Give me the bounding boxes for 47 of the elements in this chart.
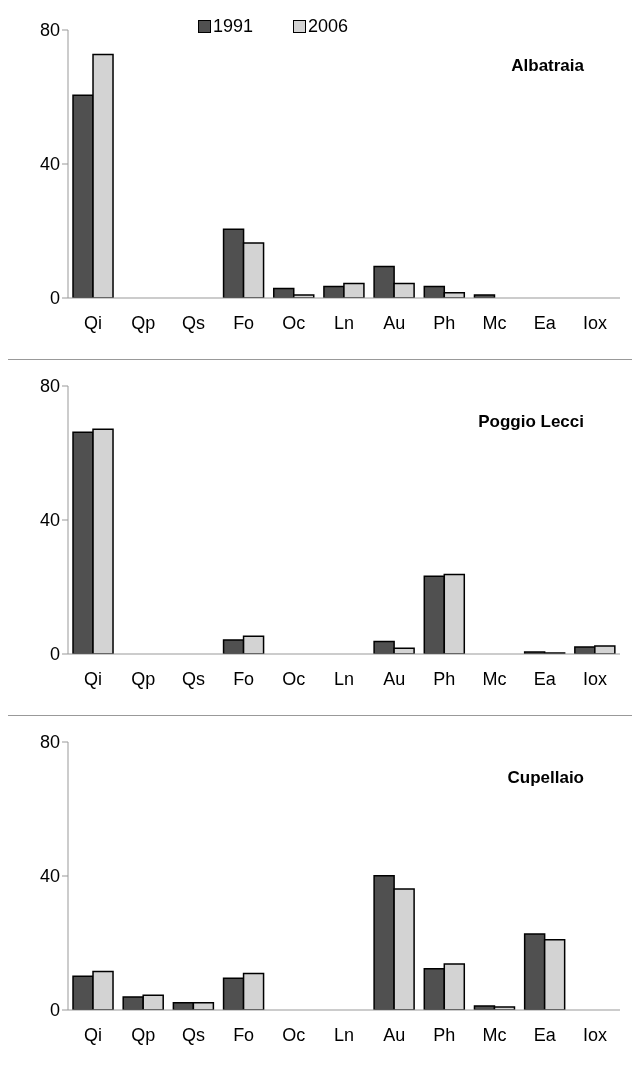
y-tick-label: 80: [39, 732, 60, 753]
x-tick-label: Qp: [131, 668, 156, 689]
x-tick-label: Qs: [181, 312, 205, 333]
x-tick-label: Mc: [482, 668, 507, 689]
x-tick-label: Ln: [333, 668, 355, 689]
x-tick-label: Ph: [433, 312, 456, 333]
legend-label: 2006: [308, 16, 349, 37]
x-tick-label: Oc: [282, 668, 306, 689]
x-tick-label: Ph: [433, 668, 456, 689]
x-tick-label: Fo: [233, 668, 255, 689]
x-tick-label: Mc: [482, 1024, 507, 1045]
x-tick-label: Ph: [433, 1024, 456, 1045]
y-tick-label: 40: [39, 866, 60, 887]
text: Albatraia: [511, 56, 584, 76]
x-tick-label: Qp: [131, 1024, 156, 1045]
x-tick-label: Qi: [84, 312, 103, 333]
x-tick-label: Ea: [533, 1024, 557, 1045]
text: Cupellaio: [507, 768, 584, 788]
x-tick-label: Oc: [282, 312, 306, 333]
x-tick-label: Ea: [533, 312, 557, 333]
x-tick-label: Iox: [582, 312, 607, 333]
x-tick-label: Fo: [233, 312, 255, 333]
x-tick-label: Mc: [482, 312, 507, 333]
x-tick-label: Qs: [181, 1024, 205, 1045]
x-tick-label: Fo: [233, 1024, 255, 1045]
y-tick-label: 0: [49, 288, 60, 309]
y-tick-label: 0: [49, 644, 60, 665]
y-tick-label: 0: [49, 1000, 60, 1021]
x-tick-label: Qi: [84, 668, 103, 689]
y-tick-label: 80: [39, 376, 60, 397]
x-tick-label: Oc: [282, 1024, 306, 1045]
x-tick-label: Au: [383, 668, 406, 689]
x-tick-label: Ln: [333, 1024, 355, 1045]
x-tick-label: Au: [383, 1024, 406, 1045]
y-tick-label: 80: [39, 20, 60, 41]
legend-label: 1991: [213, 16, 254, 37]
x-tick-label: Ea: [533, 668, 557, 689]
x-tick-label: Iox: [582, 1024, 607, 1045]
y-tick-label: 40: [39, 510, 60, 531]
x-tick-label: Qi: [84, 1024, 103, 1045]
y-tick-label: 40: [39, 154, 60, 175]
x-tick-label: Ln: [333, 312, 355, 333]
x-tick-label: Iox: [582, 668, 607, 689]
x-tick-label: Qp: [131, 312, 156, 333]
text: Poggio Lecci: [478, 412, 584, 432]
x-tick-label: Qs: [181, 668, 205, 689]
x-tick-label: Au: [383, 312, 406, 333]
